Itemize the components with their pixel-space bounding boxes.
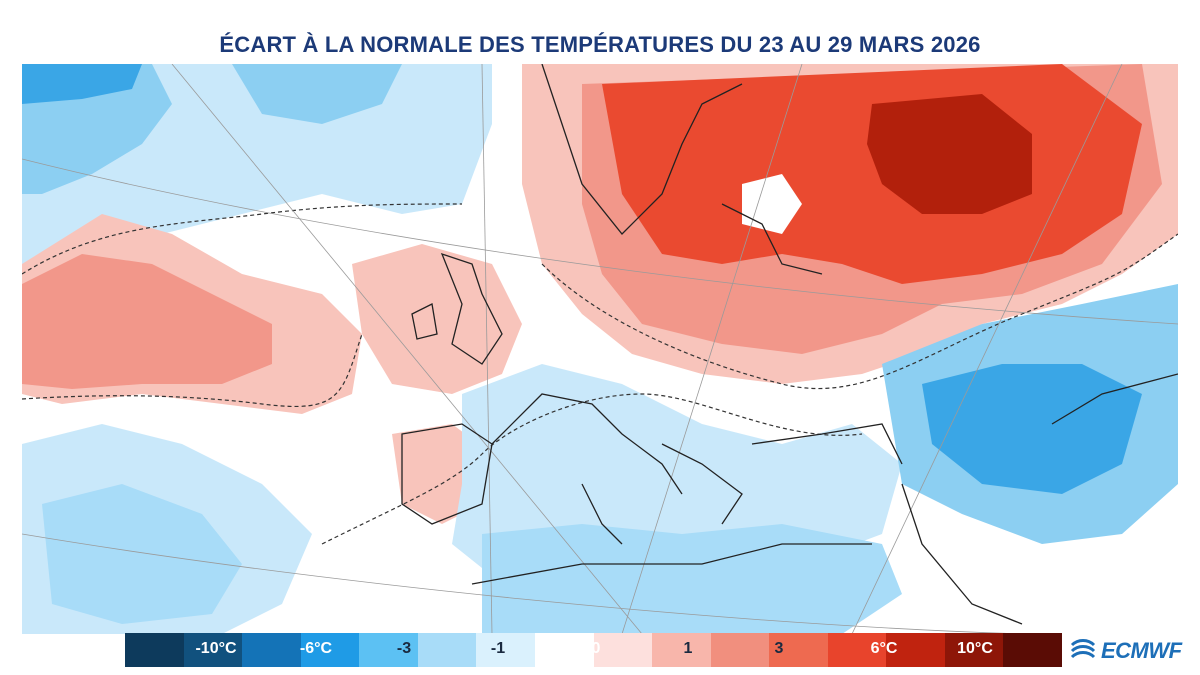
legend-segment	[827, 633, 887, 667]
legend-segment	[1003, 633, 1062, 667]
normal-gap-baltic	[742, 174, 802, 234]
legend-label: -1	[490, 640, 506, 657]
legend-segment	[886, 633, 945, 667]
legend-label: 3	[774, 640, 784, 657]
legend-segment	[769, 633, 828, 667]
warm-anomaly-scandinavia-russia	[602, 64, 1142, 284]
cold-anomaly-greenland-east	[232, 64, 402, 124]
legend-label: 10°C	[957, 640, 993, 657]
cold-anomaly-greenland-core	[22, 64, 142, 104]
legend-segment	[652, 633, 711, 667]
legend-label: 1	[683, 640, 693, 657]
zero-anomaly-contours	[22, 203, 1178, 545]
legend-segment	[710, 633, 770, 667]
legend-segment	[417, 633, 477, 667]
legend-segment	[359, 633, 418, 667]
ecmwf-logo: ECMWF	[1068, 636, 1192, 666]
warm-anomaly-british-isles	[352, 244, 522, 394]
legend-segment	[125, 633, 184, 667]
legend-label: -6°C	[299, 640, 333, 657]
legend-label: 6°C	[870, 640, 898, 657]
legend-segment	[242, 633, 301, 667]
legend-label: 0	[591, 640, 601, 657]
legend-segment	[944, 633, 1004, 667]
ecmwf-swirl-icon	[1070, 639, 1096, 659]
coastlines	[401, 64, 1178, 625]
legend-segment	[593, 633, 653, 667]
legend-label: -10°C	[195, 640, 237, 657]
map-title: ÉCART À LA NORMALE DES TEMPÉRATURES DU 2…	[219, 32, 981, 57]
legend-segment	[534, 633, 594, 667]
cold-anomaly-north-africa	[482, 524, 902, 634]
logo-text: ECMWF	[1101, 638, 1182, 663]
cold-anomaly-south-atlantic-core	[42, 484, 242, 624]
color-scale-legend	[125, 633, 1062, 667]
legend-segment	[183, 633, 243, 667]
graticule	[22, 64, 1178, 634]
cold-anomaly-middle-east-core	[922, 364, 1142, 494]
legend-segment	[476, 633, 535, 667]
warm-anomaly-russia-core	[867, 94, 1032, 214]
warm-anomaly-mid-atlantic-core	[22, 254, 272, 389]
legend-label: -3	[396, 640, 412, 657]
legend-segment	[300, 633, 360, 667]
temperature-anomaly-map	[22, 64, 1178, 634]
